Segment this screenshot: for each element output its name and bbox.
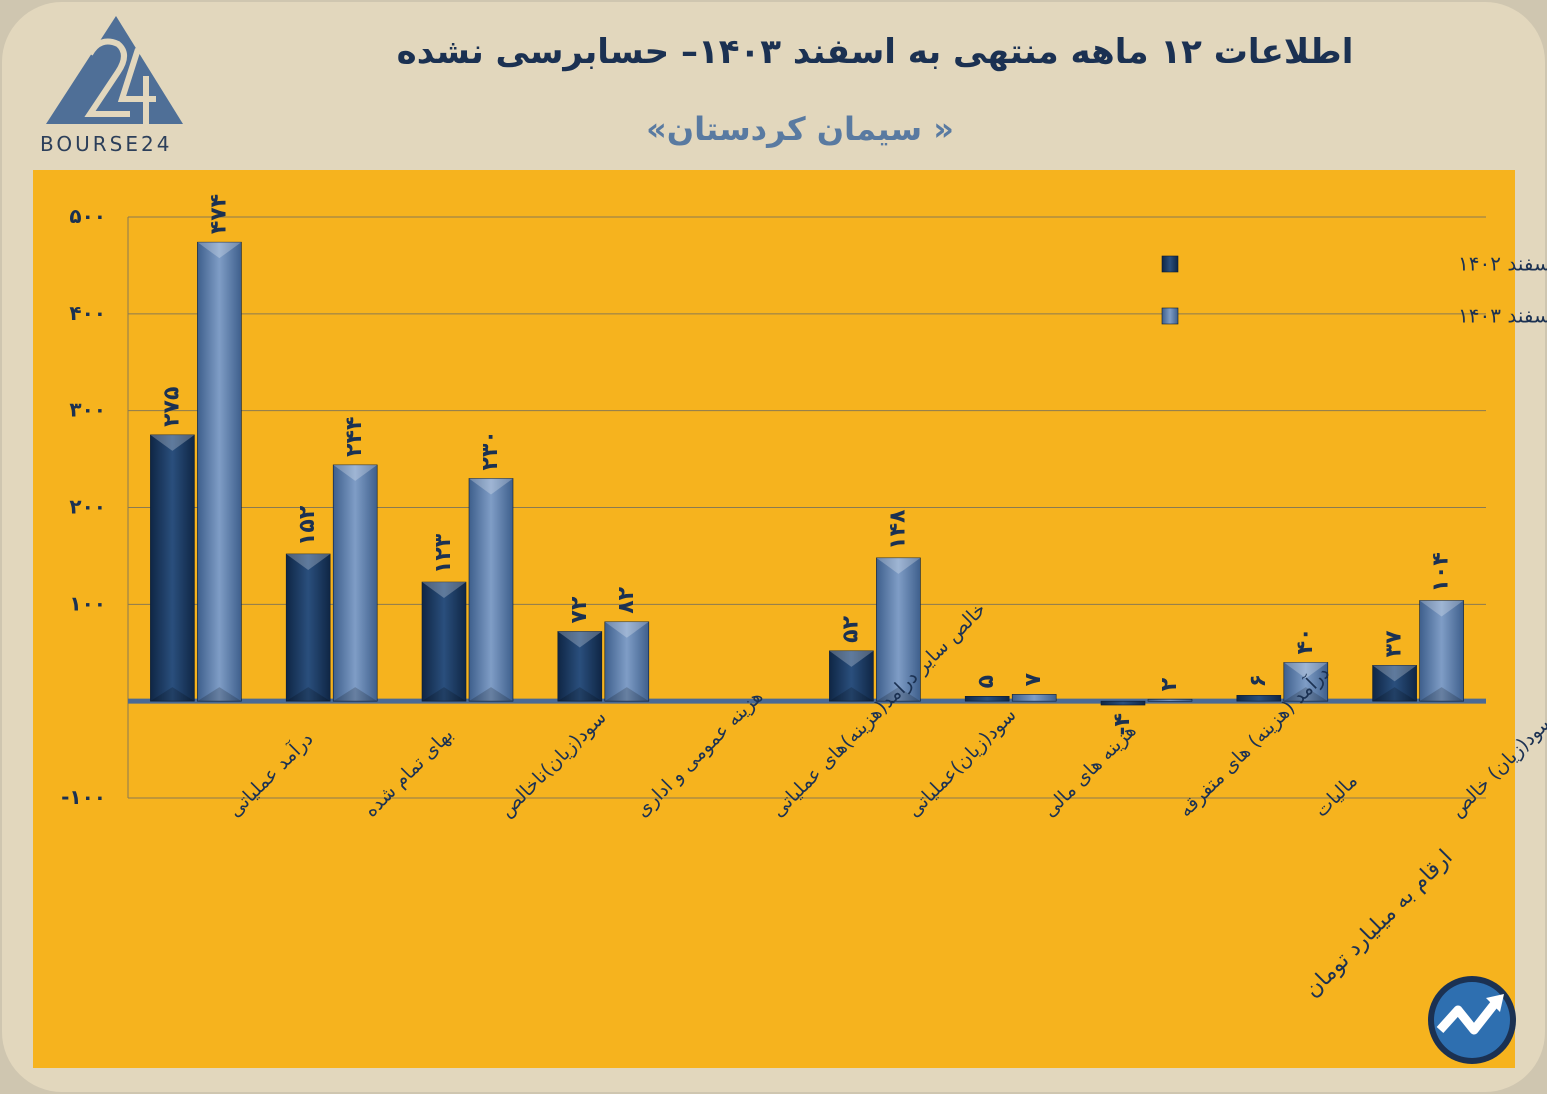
data-label: ۱۰۴ xyxy=(1429,552,1454,592)
y-tick-label: ۴۰۰ xyxy=(69,301,106,325)
data-label: ۴۰ xyxy=(1293,628,1318,655)
y-tick-label: ۱۰۰ xyxy=(69,591,106,615)
bar-bevel-top xyxy=(604,621,649,638)
bar-1402 xyxy=(421,581,467,702)
bar-1403 xyxy=(604,621,650,702)
y-tick-label: -۱۰۰ xyxy=(61,785,106,809)
y-tick-label: ۵۰۰ xyxy=(69,204,106,228)
bar-bevel-bottom xyxy=(829,687,874,702)
data-label: ۲۴۴ xyxy=(342,417,367,457)
trend-logo-icon xyxy=(1428,976,1516,1064)
bar-1403 xyxy=(332,464,378,702)
bar-bevel-bottom xyxy=(557,687,602,702)
bar-1403 xyxy=(197,241,242,702)
bar-1403 xyxy=(468,478,514,702)
bar-1403 xyxy=(1011,694,1057,702)
data-label: ۴۷۴ xyxy=(206,194,231,234)
bar-1402 xyxy=(285,553,331,702)
data-label: ۱۲۳ xyxy=(431,533,456,574)
bar-bevel-bottom xyxy=(422,687,466,702)
chart-panel xyxy=(33,170,1515,1068)
category-label: بهای تمام شده xyxy=(360,724,458,822)
bar-bevel-top xyxy=(1419,600,1464,617)
bar-bevel-top xyxy=(197,242,242,259)
legend-swatch-1402 xyxy=(1161,255,1179,273)
bar-1403 xyxy=(1283,662,1329,702)
data-label: ۲۷۵ xyxy=(159,387,184,427)
data-label: ۷۲ xyxy=(567,596,592,623)
data-label: ۳۷ xyxy=(1382,630,1407,657)
y-tick-label: ۳۰۰ xyxy=(69,398,106,422)
bar-bevel-top xyxy=(286,553,331,570)
data-label: ۵ xyxy=(974,675,999,688)
bar-bevel-bottom xyxy=(469,687,513,702)
bar-1402 xyxy=(1236,695,1282,702)
bar-1403 xyxy=(1419,600,1464,702)
category-label: مالیات xyxy=(1310,770,1362,822)
bar-bevel-top xyxy=(829,650,874,667)
data-label: -۴ xyxy=(1110,713,1135,736)
data-label: ۷ xyxy=(1021,672,1046,686)
legend-label: عملکرد منتهی به اسفند ۱۴۰۲ xyxy=(1458,252,1547,276)
data-label: ۸۲ xyxy=(614,586,639,613)
bar-bevel-top xyxy=(1283,662,1328,679)
data-label: ۲۳۰ xyxy=(478,430,503,470)
bar-1402 xyxy=(1372,665,1417,702)
data-label: ۵۲ xyxy=(838,615,863,642)
bar-bevel-bottom xyxy=(197,687,242,702)
legend-swatch-1403 xyxy=(1161,307,1179,325)
bar-1403 xyxy=(876,557,921,702)
category-label: درآمد عملیاتی xyxy=(222,727,317,822)
bar-bevel-bottom xyxy=(876,687,921,702)
bar-bevel-bottom xyxy=(1283,687,1328,702)
bar-bevel-bottom xyxy=(1419,687,1464,702)
bar-bevel-bottom xyxy=(286,687,331,702)
category-label: سود(زیان) خالص xyxy=(1446,710,1547,822)
company-subtitle: « سیمان کردستان» xyxy=(646,110,954,148)
bar-1402 xyxy=(557,631,603,702)
bar-1402 xyxy=(150,434,195,702)
bar-1402 xyxy=(829,650,874,702)
data-label: ۲ xyxy=(1157,677,1182,691)
bar-bevel-bottom xyxy=(150,687,195,702)
y-tick-label: ۲۰۰ xyxy=(69,495,106,519)
bar-bevel-bottom xyxy=(604,687,649,702)
bourse24-logo xyxy=(46,16,183,124)
bar-bevel-top xyxy=(1372,665,1417,682)
bar-1403 xyxy=(1147,698,1193,702)
bar-1402 xyxy=(1100,700,1146,706)
bar-bevel-bottom xyxy=(1372,687,1417,702)
data-label: ۱۴۸ xyxy=(885,509,910,550)
category-label: سود(زیان)عملیاتی xyxy=(903,704,1021,822)
bar-bevel-top xyxy=(469,478,513,495)
bar-bevel-top xyxy=(557,631,602,648)
bar-bevel-top xyxy=(422,582,466,599)
bar-bevel-top xyxy=(876,557,921,574)
category-label: سود(زیان)ناخالص xyxy=(495,706,610,821)
logo-text: BOURSE24 xyxy=(40,132,173,156)
bar-bevel-top xyxy=(333,464,378,481)
bar-1402 xyxy=(964,696,1010,702)
data-label: ۱۵۲ xyxy=(295,505,320,546)
bar-bevel-bottom xyxy=(333,687,378,702)
page-title: اطلاعات ۱۲ ماهه منتهی به اسفند ۱۴۰۳– حسا… xyxy=(396,32,1354,72)
category-label: هزینه عمومی و اداری xyxy=(631,686,767,822)
data-label: ۶ xyxy=(1246,674,1271,687)
bar-bevel-top xyxy=(150,434,195,451)
legend-label: عملکرد منتهی به اسفند ۱۴۰۳ xyxy=(1458,304,1547,328)
